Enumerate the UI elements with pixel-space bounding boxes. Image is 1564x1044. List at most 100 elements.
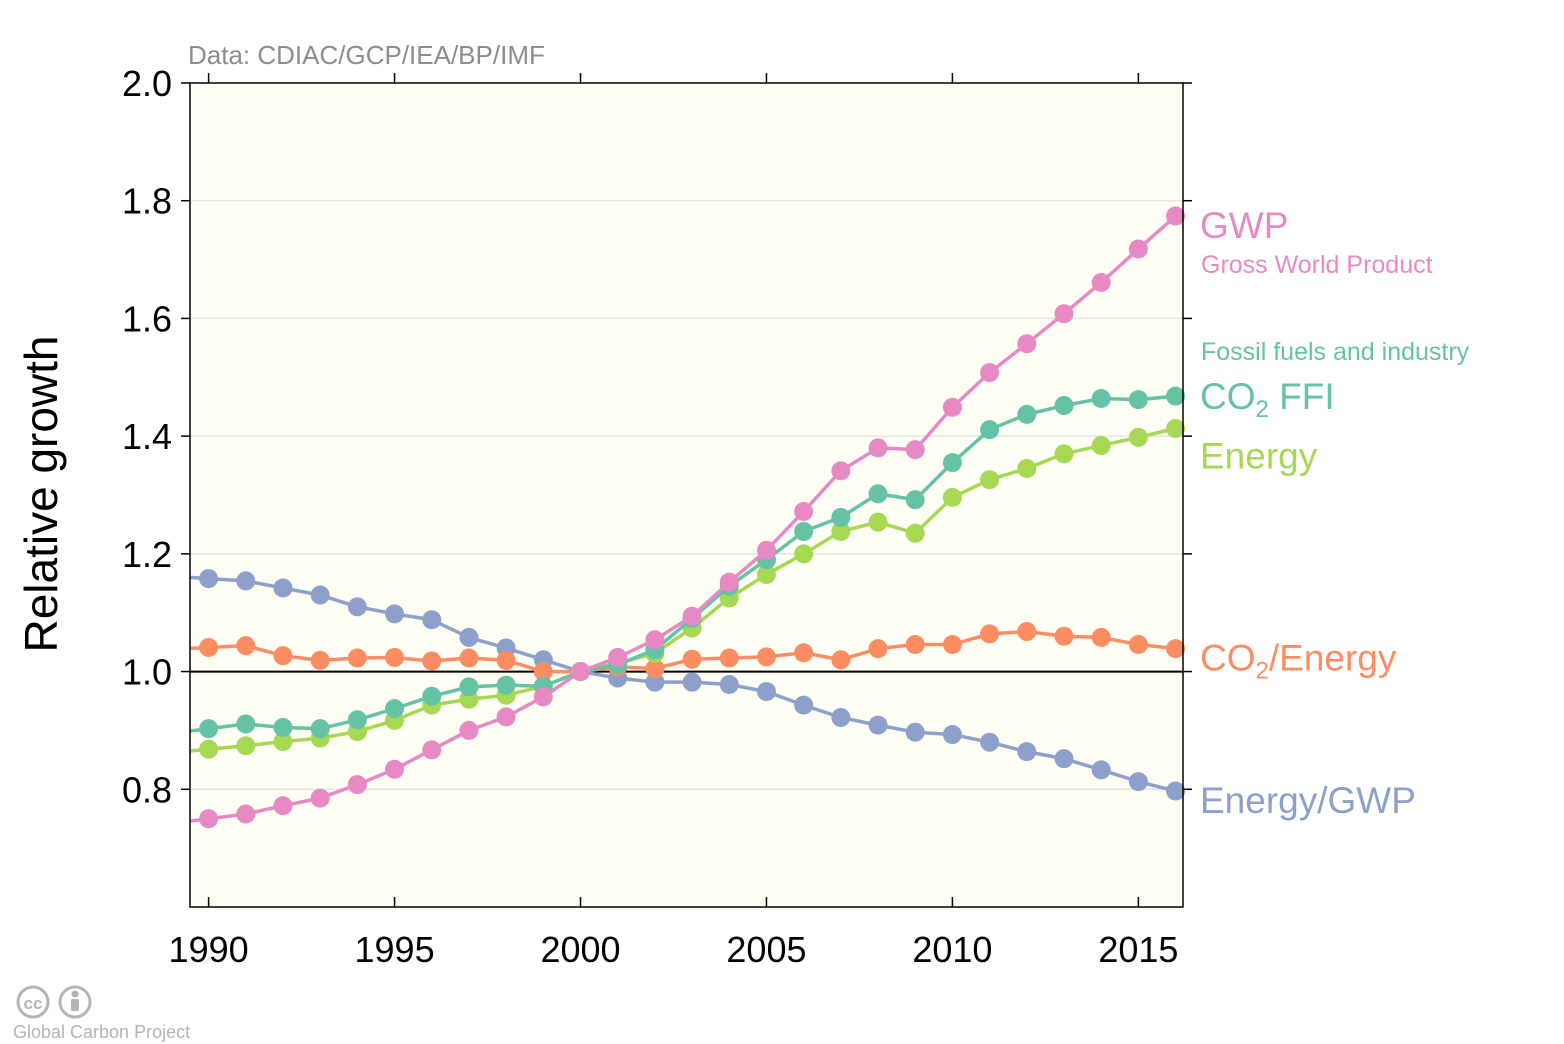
data-point (905, 523, 925, 543)
data-point (1091, 388, 1111, 408)
x-tick-label: 2000 (540, 929, 620, 970)
data-point (1017, 459, 1037, 479)
data-point (310, 788, 330, 808)
data-point (347, 648, 367, 668)
gridlines (190, 199, 1183, 791)
data-point (1166, 781, 1186, 801)
data-point (385, 647, 405, 667)
series-label: GWP (1200, 205, 1288, 246)
data-point (385, 699, 405, 719)
data-point (794, 521, 814, 541)
series-line (189, 575, 1176, 793)
data-point (1017, 334, 1037, 354)
data-point (1128, 427, 1148, 447)
series-energy-gwp (189, 569, 1186, 801)
data-point (1128, 239, 1148, 259)
x-tick-label: 2015 (1098, 929, 1178, 970)
data-point (422, 686, 442, 706)
data-point (1166, 639, 1186, 659)
data-point (422, 651, 442, 671)
data-point (756, 540, 776, 560)
data-point (1166, 206, 1186, 226)
data-point (459, 677, 479, 697)
y-tick-label: 1.0 (122, 652, 172, 693)
data-point (199, 719, 219, 739)
data-point (1091, 273, 1111, 293)
data-point (868, 484, 888, 504)
data-point (942, 397, 962, 417)
data-point (347, 775, 367, 795)
credit-text: Global Carbon Project (13, 1022, 190, 1042)
data-point (682, 649, 702, 669)
x-tick-label: 2005 (726, 929, 806, 970)
data-point (236, 636, 256, 656)
data-point (794, 643, 814, 663)
data-point (199, 739, 219, 759)
data-point (1166, 386, 1186, 406)
data-point (719, 675, 739, 695)
series-line (189, 629, 1176, 674)
series-label: CO2 FFI (1200, 376, 1335, 423)
data-point (1054, 626, 1074, 646)
data-point (682, 606, 702, 626)
data-point (831, 521, 851, 541)
data-point (310, 650, 330, 670)
data-point (756, 682, 776, 702)
series-label: Energy/GWP (1200, 780, 1416, 821)
data-point (236, 714, 256, 734)
data-point (719, 572, 739, 592)
data-point (1054, 304, 1074, 324)
data-point (459, 627, 479, 647)
data-point (236, 571, 256, 591)
data-point (905, 440, 925, 460)
data-point (980, 420, 1000, 440)
data-point (496, 707, 516, 727)
data-point (868, 512, 888, 532)
data-point (756, 564, 776, 584)
series-label: CO2/Energy (1200, 638, 1397, 685)
data-point (199, 809, 219, 829)
data-point (385, 604, 405, 624)
data-point (496, 675, 516, 695)
data-point (385, 759, 405, 779)
data-point (868, 438, 888, 458)
data-point (1128, 390, 1148, 410)
data-point (571, 662, 591, 682)
data-point (1128, 772, 1148, 792)
data-point (273, 732, 293, 752)
data-point (1091, 627, 1111, 647)
data-point (1091, 436, 1111, 456)
data-point (199, 637, 219, 657)
data-point (459, 648, 479, 668)
data-point (868, 715, 888, 735)
data-point (1166, 418, 1186, 438)
data-point (1017, 742, 1037, 762)
data-point (310, 585, 330, 605)
y-tick-label: 1.8 (122, 181, 172, 222)
data-point (273, 578, 293, 598)
data-point (831, 461, 851, 481)
data-point (1054, 396, 1074, 416)
data-point (794, 544, 814, 564)
x-tick-label: 2010 (912, 929, 992, 970)
cc-license-icons: cc (16, 985, 92, 1019)
data-point (980, 470, 1000, 490)
series-layer (189, 206, 1186, 829)
data-point (236, 804, 256, 824)
data-point (868, 639, 888, 659)
data-point (236, 736, 256, 756)
data-point (831, 650, 851, 670)
data-point (645, 672, 665, 692)
data-point (347, 597, 367, 617)
data-point (1128, 634, 1148, 654)
data-point (794, 695, 814, 715)
data-point (1091, 760, 1111, 780)
data-point (1017, 404, 1037, 424)
data-point (1017, 622, 1037, 642)
data-point (496, 650, 516, 670)
data-point (1054, 444, 1074, 464)
data-point (645, 659, 665, 679)
data-point (273, 796, 293, 816)
y-tick-label: 1.4 (122, 416, 172, 457)
